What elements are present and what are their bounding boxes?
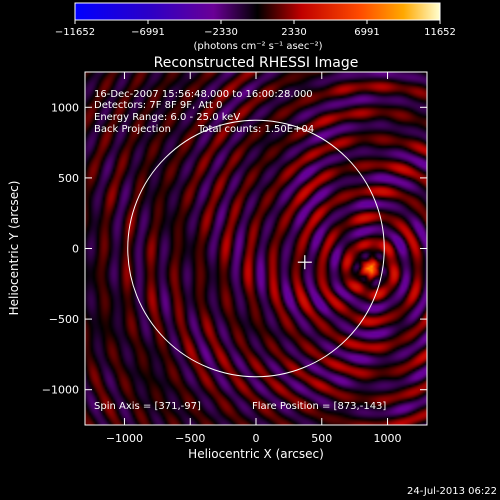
y-axis-label: Heliocentric Y (arcsec) bbox=[7, 181, 21, 316]
x-axis-ticks: −1000 −500 0 500 1000 bbox=[106, 72, 402, 445]
x-tick-label: 0 bbox=[253, 432, 260, 445]
x-axis-label: Heliocentric X (arcsec) bbox=[188, 447, 324, 461]
y-tick-label: −1000 bbox=[42, 384, 79, 397]
annotation-method: Back Projection bbox=[94, 124, 171, 135]
annotation-counts: Total counts: 1.50E+04 bbox=[197, 124, 314, 135]
annotation-time-range: 16-Dec-2007 15:56:48.000 to 16:00:28.000 bbox=[94, 89, 313, 100]
colorbar-tick-label: −2330 bbox=[204, 27, 238, 38]
y-tick-label: 0 bbox=[72, 243, 79, 256]
y-axis-ticks: −1000 −500 0 500 1000 bbox=[42, 101, 427, 397]
x-tick-label: −1000 bbox=[106, 432, 143, 445]
solar-limb bbox=[127, 119, 385, 378]
x-tick-label: 500 bbox=[311, 432, 332, 445]
image-area bbox=[85, 72, 427, 425]
footer-date: 24-Jul-2013 06:22 bbox=[407, 486, 497, 497]
chart-title: Reconstructed RHESSI Image bbox=[154, 55, 359, 71]
annotation-energy: Energy Range: 6.0 - 25.0 keV bbox=[94, 112, 240, 123]
annotation-flare-position: Flare Position = [873,-143] bbox=[252, 401, 386, 412]
y-tick-label: −500 bbox=[49, 313, 79, 326]
colorbar bbox=[74, 2, 441, 21]
x-tick-label: −500 bbox=[175, 432, 205, 445]
colorbar-ticks: −11652 −6991 −2330 2330 6991 11652 bbox=[55, 20, 456, 38]
y-tick-label: 1000 bbox=[51, 101, 79, 114]
colorbar-tick-label: 6991 bbox=[354, 27, 379, 38]
heatmap-image bbox=[85, 72, 427, 425]
annotation-spin-axis: Spin Axis = [371,-97] bbox=[94, 401, 201, 412]
colorbar-unit-label: (photons cm⁻² s⁻¹ asec⁻²) bbox=[193, 41, 322, 52]
colorbar-tick-label: −6991 bbox=[131, 27, 165, 38]
x-tick-label: 1000 bbox=[374, 432, 402, 445]
colorbar-tick-label: 2330 bbox=[281, 27, 306, 38]
colorbar-tick-label: −11652 bbox=[55, 27, 95, 38]
y-tick-label: 500 bbox=[58, 172, 79, 185]
spin-axis-marker bbox=[297, 255, 312, 270]
colorbar-tick-label: 11652 bbox=[424, 27, 456, 38]
annotation-detectors: Detectors: 7F 8F 9F, Att 0 bbox=[94, 100, 222, 111]
